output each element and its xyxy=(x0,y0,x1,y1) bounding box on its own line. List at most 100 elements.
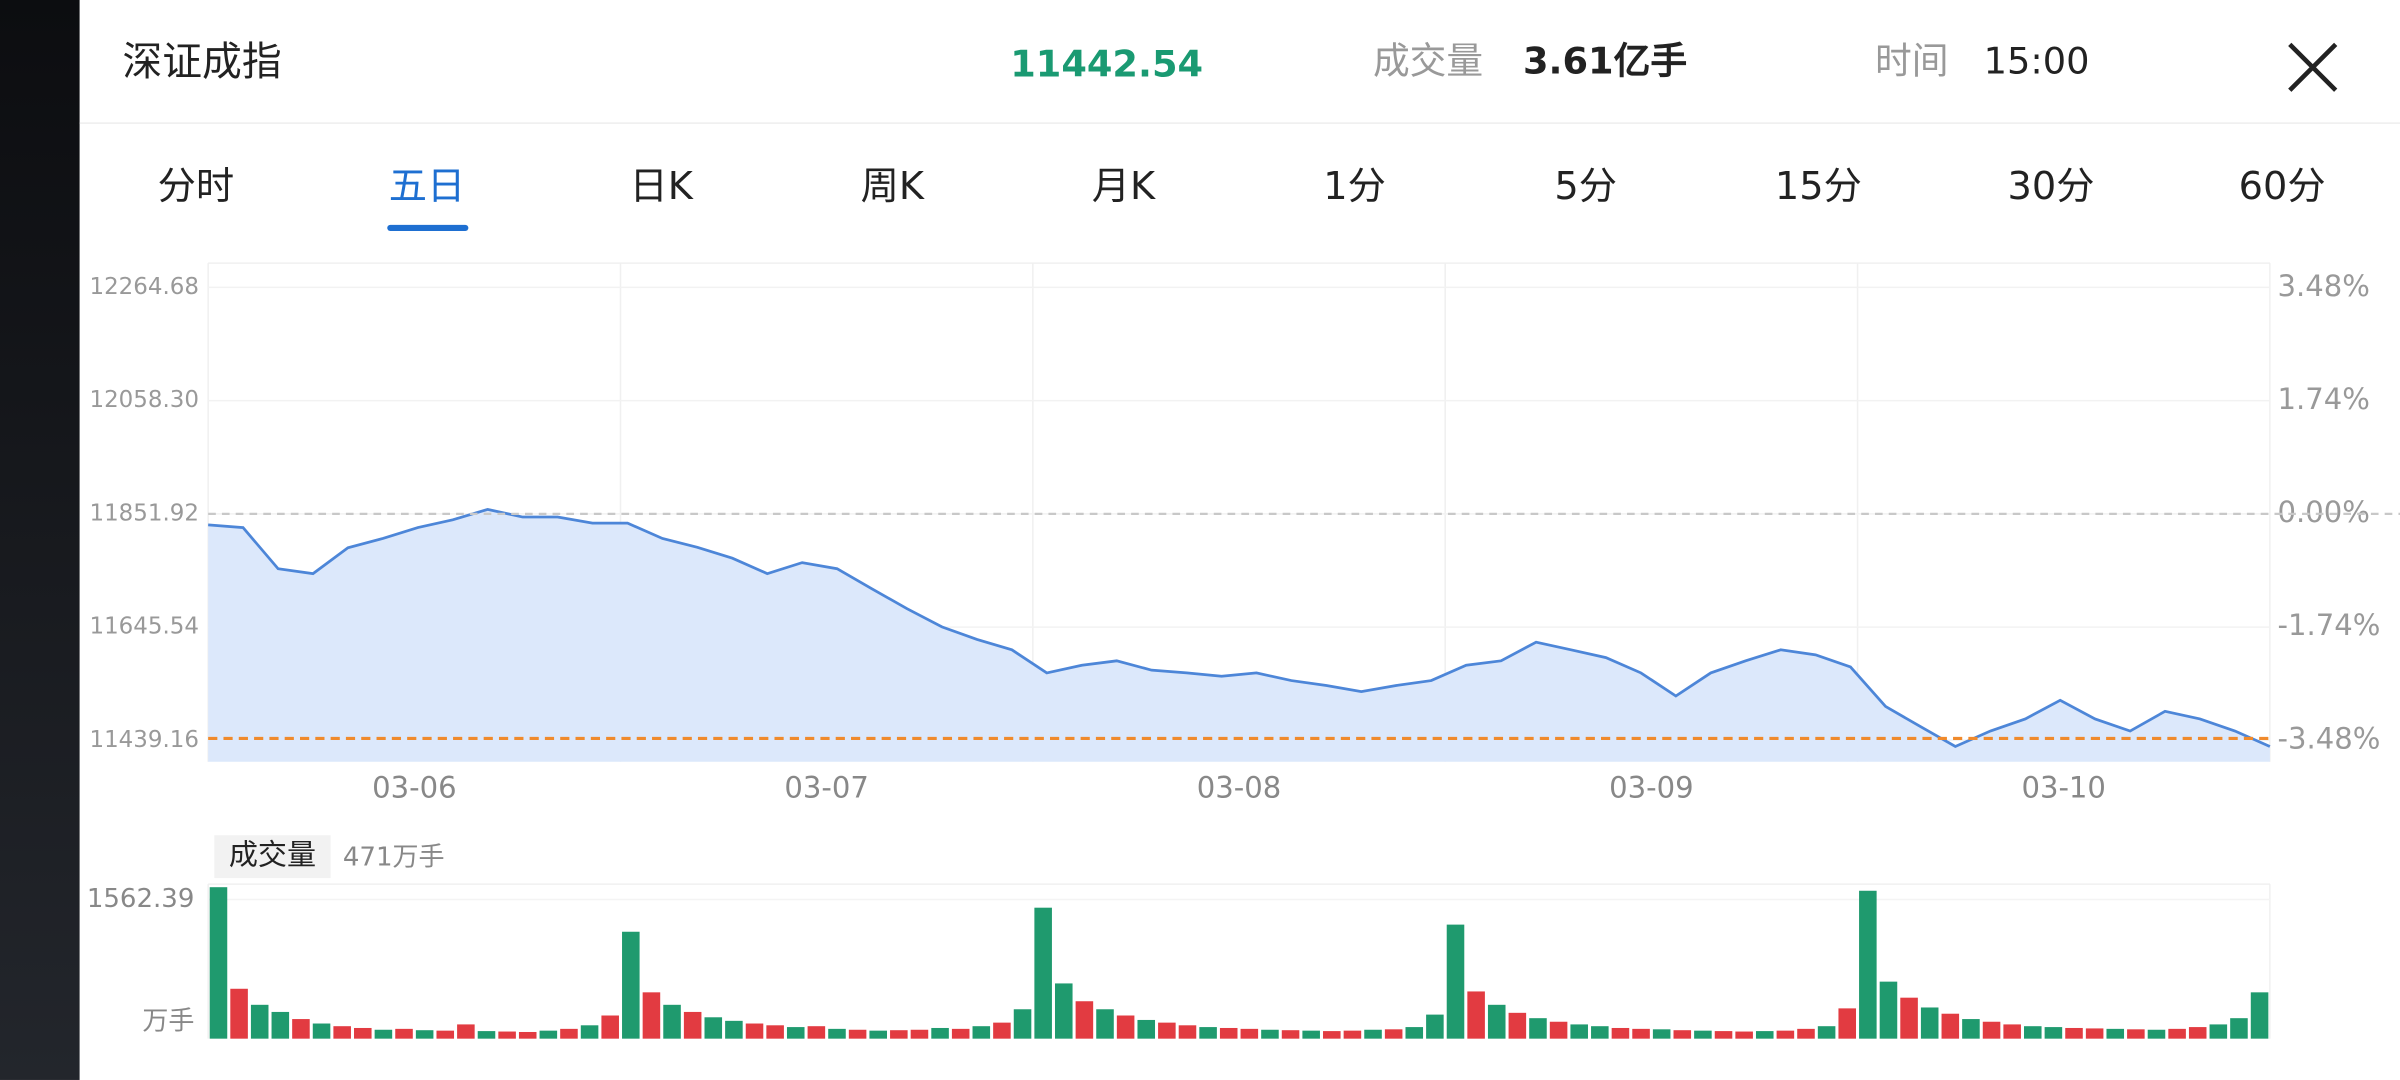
volume-bar xyxy=(1158,1022,1176,1039)
tab[interactable]: 1分 xyxy=(1323,163,1386,209)
separator xyxy=(79,122,2400,124)
volume-bar xyxy=(725,1020,743,1039)
volume-bar xyxy=(436,1030,455,1039)
x-tick-label: 03-06 xyxy=(372,770,456,804)
volume-bar xyxy=(1261,1029,1279,1039)
volume-bar xyxy=(2209,1024,2228,1039)
y2-tick-label: 1.74% xyxy=(2278,382,2370,416)
volume-bar xyxy=(1570,1024,1588,1039)
volume-label: 成交量 xyxy=(229,838,316,872)
volume-bar xyxy=(1735,1031,1753,1039)
close-button[interactable] xyxy=(2287,41,2339,93)
tab[interactable]: 60分 xyxy=(2238,163,2326,209)
volume-bar xyxy=(1900,997,1918,1039)
volume-bar xyxy=(1384,1029,1403,1039)
volume-bar xyxy=(1797,1028,1815,1039)
volume-bar xyxy=(663,1004,681,1039)
volume-bar xyxy=(601,1015,619,1039)
volume-bar xyxy=(1611,1027,1630,1039)
y-tick-label: 11645.54 xyxy=(89,614,198,640)
volume-bar xyxy=(1879,981,1898,1039)
y-tick-label: 12058.30 xyxy=(89,387,198,413)
price-line xyxy=(208,507,2271,749)
volume-bar xyxy=(498,1031,516,1039)
x-tick-label: 03-07 xyxy=(784,770,868,804)
index-title: 深证成指 xyxy=(122,39,282,86)
volume-bar xyxy=(1632,1028,1650,1039)
volume-bar xyxy=(745,1023,764,1039)
volume-bar xyxy=(395,1028,413,1039)
volume-bar xyxy=(2250,992,2269,1039)
y-tick-label: 11851.92 xyxy=(89,500,198,526)
volume-bar xyxy=(2106,1028,2125,1039)
volume-bar xyxy=(1859,890,1877,1039)
volume-bar xyxy=(1054,983,1073,1039)
volume-bar xyxy=(1343,1030,1362,1039)
volume-bar xyxy=(1673,1030,1692,1039)
volume-bar xyxy=(2024,1026,2042,1039)
volume-bar xyxy=(1302,1030,1320,1039)
volume-bar xyxy=(1199,1027,1217,1039)
volume-bar xyxy=(1487,1004,1506,1039)
volume-bar xyxy=(1508,1012,1527,1039)
volume-bar xyxy=(1591,1026,1609,1039)
volume-bar xyxy=(828,1028,846,1039)
tab[interactable]: 日K xyxy=(629,163,693,209)
volume-bar xyxy=(230,988,248,1039)
volume-value: 3.61亿手 xyxy=(1522,39,1688,83)
volume-bar xyxy=(869,1030,887,1039)
tab[interactable]: 5分 xyxy=(1554,163,1618,209)
volume-bar xyxy=(1323,1031,1341,1039)
tab[interactable]: 30分 xyxy=(2007,163,2095,209)
tab[interactable]: 周K xyxy=(860,163,925,209)
volume-bar xyxy=(209,887,228,1039)
volume-bar xyxy=(1219,1027,1238,1039)
volume-bar xyxy=(292,1019,310,1039)
volume-bar xyxy=(518,1031,537,1039)
volume-bar xyxy=(1013,1009,1032,1039)
volume-bar xyxy=(622,931,640,1039)
y2-tick-label: -3.48% xyxy=(2278,721,2381,755)
volume-bar xyxy=(312,1023,331,1039)
time-value: 15:00 xyxy=(1983,39,2090,83)
volume-bar xyxy=(2168,1028,2186,1039)
volume-bar xyxy=(1405,1027,1424,1039)
x-tick-label: 03-10 xyxy=(2021,770,2105,804)
volume-bar xyxy=(704,1017,723,1039)
volume-bar xyxy=(683,1011,702,1039)
y-tick-label: 11439.16 xyxy=(89,727,198,753)
volume-bar xyxy=(1240,1028,1259,1039)
volume-bar xyxy=(1178,1025,1197,1039)
volume-bar xyxy=(951,1028,970,1039)
tab[interactable]: 15分 xyxy=(1774,163,1862,209)
time-label: 时间 xyxy=(1874,39,1949,83)
volume-bar xyxy=(1467,991,1485,1039)
tab[interactable]: 月K xyxy=(1091,163,1156,209)
volume-bar xyxy=(271,1011,290,1039)
volume-bar xyxy=(333,1026,351,1039)
volume-label: 成交量 xyxy=(1372,39,1484,83)
volume-bar xyxy=(1034,907,1052,1039)
volume-label-box xyxy=(214,835,331,879)
volume-bar xyxy=(1714,1031,1733,1039)
volume-bar xyxy=(1776,1030,1795,1039)
side-strip xyxy=(0,0,80,1080)
x-tick-label: 03-09 xyxy=(1609,770,1693,804)
tab[interactable]: 五日 xyxy=(388,163,466,209)
volume-bar xyxy=(1920,1007,1939,1039)
volume-bar xyxy=(931,1027,949,1039)
volume-bar xyxy=(786,1027,805,1039)
volume-bar xyxy=(1364,1029,1382,1039)
volume-bar xyxy=(1096,1009,1114,1039)
volume-bar xyxy=(457,1024,475,1039)
volume-bar xyxy=(1446,924,1465,1039)
volume-bar xyxy=(477,1031,496,1039)
volume-bar xyxy=(1755,1031,1774,1039)
volume-bar xyxy=(1426,1014,1444,1039)
y-tick-label: 12264.68 xyxy=(89,274,198,300)
volume-bar xyxy=(890,1030,908,1039)
y2-tick-label: -1.74% xyxy=(2278,608,2381,642)
tab[interactable]: 分时 xyxy=(157,163,235,209)
volume-bar xyxy=(2230,1018,2248,1039)
